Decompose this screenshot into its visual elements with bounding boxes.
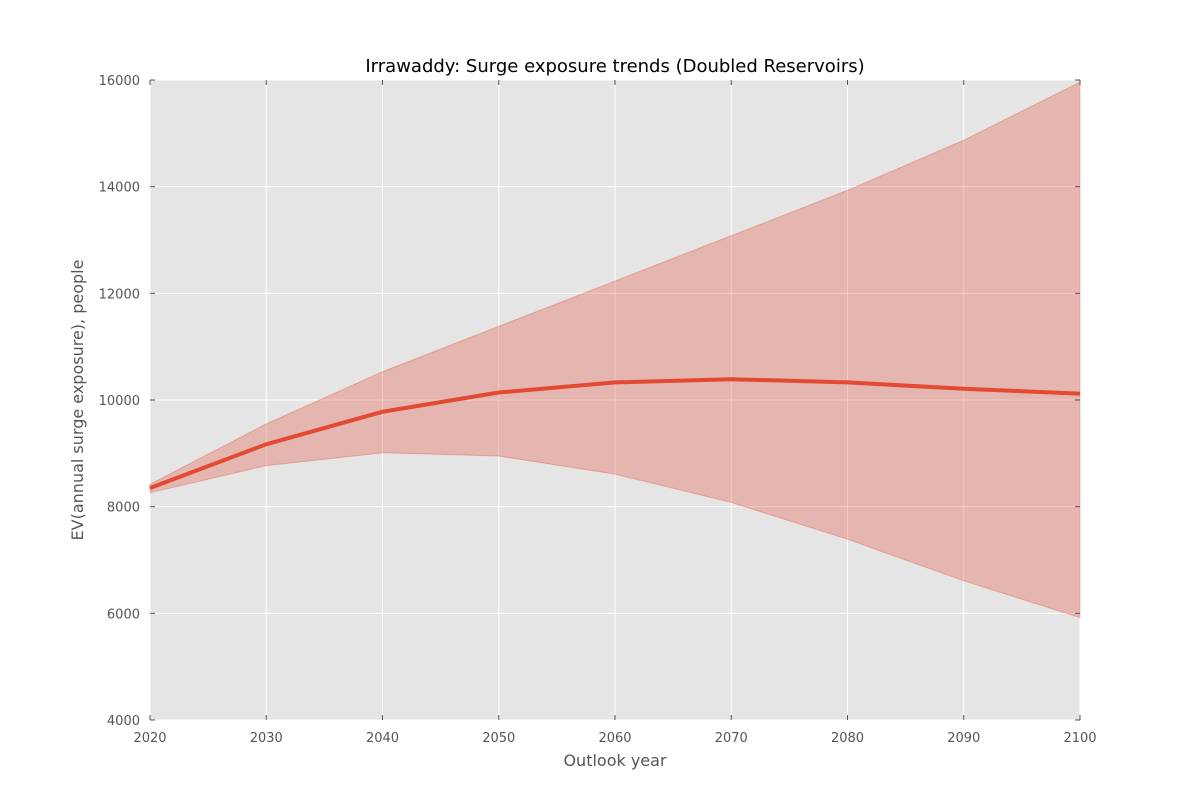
x-tick-label: 2080 bbox=[831, 731, 864, 746]
x-tick-label: 2050 bbox=[482, 731, 515, 746]
tick-marks bbox=[149, 79, 1081, 721]
x-tick-label: 2090 bbox=[947, 731, 980, 746]
y-tick-label: 4000 bbox=[107, 714, 140, 729]
y-tick-label: 10000 bbox=[99, 394, 140, 409]
y-tick-label: 14000 bbox=[99, 181, 140, 196]
y-tick-label: 8000 bbox=[107, 501, 140, 516]
x-axis-label: Outlook year bbox=[563, 751, 667, 770]
x-tick-label: 2070 bbox=[715, 731, 748, 746]
x-tick-label: 2030 bbox=[250, 731, 283, 746]
y-tick-label: 6000 bbox=[107, 607, 140, 622]
uncertainty-band-group bbox=[149, 81, 1081, 619]
series-line-group bbox=[149, 377, 1081, 490]
y-tick-labels: 4000 6000 8000 10000 12000 14000 16000 bbox=[99, 74, 140, 729]
y-axis-label: EV(annual surge exposure), people bbox=[68, 260, 87, 541]
chart-title: Irrawaddy: Surge exposure trends (Double… bbox=[365, 56, 864, 77]
y-tick-label: 12000 bbox=[99, 287, 140, 302]
x-tick-label: 2020 bbox=[133, 731, 166, 746]
y-tick-label: 16000 bbox=[99, 74, 140, 89]
uncertainty-band bbox=[149, 81, 1081, 619]
x-tick-label: 2060 bbox=[598, 731, 631, 746]
x-tick-label: 2100 bbox=[1063, 731, 1096, 746]
series-line bbox=[149, 377, 1081, 490]
x-tick-label: 2040 bbox=[366, 731, 399, 746]
x-tick-labels: 2020 2030 2040 2050 2060 2070 2080 2090 2100 bbox=[133, 731, 1096, 746]
